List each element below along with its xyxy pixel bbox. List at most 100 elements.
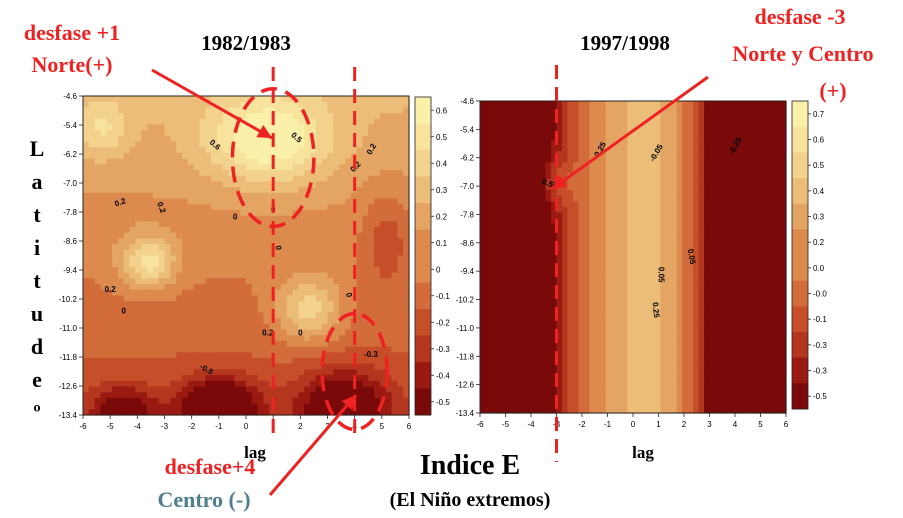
contour-cell bbox=[397, 192, 404, 200]
contour-cell bbox=[391, 346, 398, 353]
contour-cell bbox=[88, 369, 96, 376]
contour-cell bbox=[152, 380, 160, 388]
contour-cell bbox=[152, 124, 160, 131]
contour-cell bbox=[561, 301, 569, 308]
contour-cell bbox=[263, 204, 270, 211]
contour-cell bbox=[374, 323, 381, 331]
contour-cell bbox=[356, 175, 364, 183]
contour-cell bbox=[551, 151, 558, 158]
contour-cell bbox=[480, 357, 487, 364]
contour-cell bbox=[523, 290, 530, 297]
contour-cell bbox=[583, 340, 590, 347]
contour-cell bbox=[594, 195, 601, 202]
contour-cell bbox=[304, 346, 311, 353]
contour-cell bbox=[228, 266, 235, 274]
contour-cell bbox=[333, 141, 340, 148]
contour-cell bbox=[199, 392, 206, 399]
contour-cell bbox=[578, 190, 585, 197]
contour-cell bbox=[263, 363, 270, 371]
contour-cell bbox=[638, 112, 645, 119]
contour-cell bbox=[141, 352, 148, 359]
contour-cell bbox=[286, 209, 294, 217]
contour-cell bbox=[556, 335, 563, 342]
contour-cell bbox=[589, 173, 596, 180]
contour-cell bbox=[344, 358, 352, 365]
contour-cell bbox=[176, 272, 183, 279]
contour-cell bbox=[158, 386, 166, 393]
contour-cell bbox=[152, 289, 160, 296]
contour-cell bbox=[292, 272, 299, 279]
contour-cell bbox=[622, 374, 629, 381]
contour-cell bbox=[643, 262, 650, 269]
contour-cell bbox=[496, 162, 503, 169]
contour-cell bbox=[205, 249, 212, 257]
contour-cell bbox=[164, 375, 171, 382]
contour-cell bbox=[187, 170, 195, 177]
contour-cell bbox=[164, 278, 171, 285]
contour-cell bbox=[117, 380, 125, 388]
contour-cell bbox=[263, 397, 270, 405]
contour-cell bbox=[507, 407, 514, 414]
contour-cell bbox=[518, 407, 525, 414]
contour-cell bbox=[164, 397, 171, 405]
contour-cell bbox=[643, 112, 650, 119]
contour-cell bbox=[545, 312, 552, 319]
contour-cell bbox=[556, 318, 563, 325]
contour-cell bbox=[391, 266, 398, 274]
contour-cell bbox=[181, 164, 189, 171]
contour-cell bbox=[88, 215, 96, 222]
contour-cell bbox=[158, 363, 166, 371]
contour-cell bbox=[523, 173, 530, 180]
contour-cell bbox=[391, 232, 398, 240]
contour-cell bbox=[315, 318, 323, 325]
contour-cell bbox=[485, 279, 492, 286]
contour-cell bbox=[205, 221, 212, 228]
contour-cell bbox=[106, 295, 113, 302]
contour-cell bbox=[344, 272, 352, 279]
contour-cell bbox=[246, 392, 253, 399]
contour-cell bbox=[501, 251, 508, 258]
contour-cell bbox=[480, 351, 487, 358]
contour-cell bbox=[344, 192, 352, 200]
contour-cell bbox=[344, 232, 352, 240]
contour-cell bbox=[501, 223, 508, 230]
contour-cell bbox=[187, 261, 195, 268]
contour-cell bbox=[321, 96, 329, 103]
contour-cell bbox=[578, 374, 585, 381]
contour-cell bbox=[228, 392, 235, 399]
contour-cell bbox=[100, 312, 107, 319]
contour-cell bbox=[275, 295, 282, 302]
contour-cell bbox=[480, 206, 487, 214]
contour-cell bbox=[280, 323, 288, 331]
contour-cell bbox=[356, 289, 364, 296]
contour-cell bbox=[304, 403, 311, 410]
contour-cell bbox=[211, 152, 218, 160]
contour-cell bbox=[112, 96, 119, 103]
contour-cell bbox=[627, 351, 634, 358]
contour-cell bbox=[170, 255, 177, 262]
contour-cell bbox=[94, 318, 102, 325]
contour-cell bbox=[211, 261, 218, 268]
contour-cell bbox=[362, 283, 369, 291]
contour-cell bbox=[280, 181, 288, 188]
contour-cell bbox=[501, 340, 508, 347]
contour-cell bbox=[534, 184, 541, 191]
contour-cell bbox=[339, 192, 346, 200]
contour-cell bbox=[94, 363, 102, 371]
contour-cell bbox=[339, 352, 346, 359]
contour-cell bbox=[529, 112, 536, 119]
contour-cell bbox=[147, 187, 154, 194]
contour-cell bbox=[507, 195, 514, 202]
contour-cell bbox=[589, 396, 596, 403]
contour-cell bbox=[518, 301, 525, 308]
contour-cell bbox=[556, 362, 563, 370]
contour-cell bbox=[622, 151, 629, 158]
contour-cell bbox=[100, 227, 107, 234]
contour-cell bbox=[286, 96, 294, 103]
contour-cell bbox=[129, 289, 136, 296]
contour-cell bbox=[523, 368, 530, 375]
contour-cell bbox=[292, 255, 299, 262]
contour-cell bbox=[193, 261, 201, 268]
contour-cell bbox=[540, 396, 547, 403]
colorbar-swatch bbox=[415, 229, 431, 257]
